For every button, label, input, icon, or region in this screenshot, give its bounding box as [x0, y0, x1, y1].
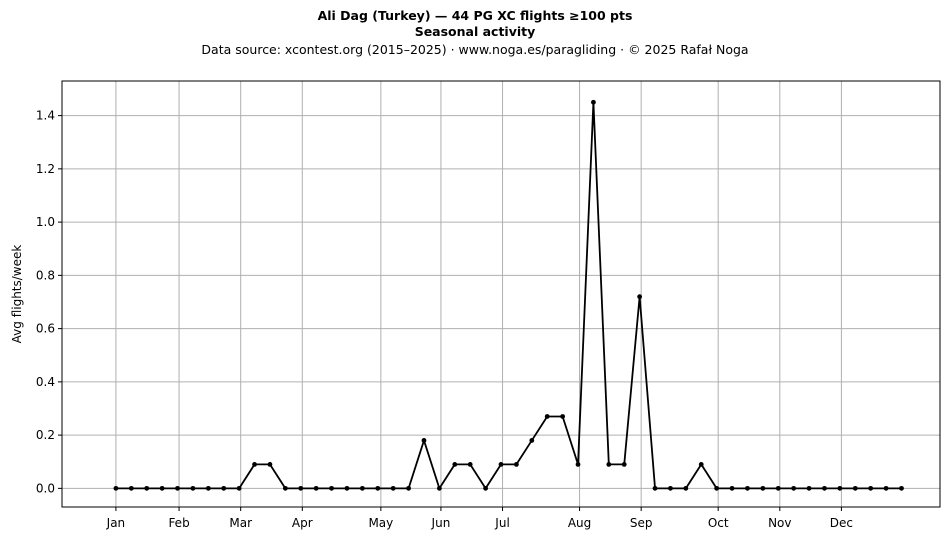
- data-point: [868, 485, 874, 491]
- data-point: [683, 485, 689, 491]
- data-point: [252, 462, 257, 467]
- data-point: [313, 485, 319, 491]
- data-point: [236, 485, 242, 491]
- data-point: [221, 485, 227, 491]
- data-point: [205, 485, 211, 491]
- data-point: [390, 485, 396, 491]
- chart-title: Ali Dag (Turkey) — 44 PG XC flights ≥100…: [317, 8, 633, 23]
- data-point: [359, 485, 365, 491]
- x-tick-label: Sep: [630, 516, 653, 530]
- data-point: [436, 485, 442, 491]
- y-tick-label: 0.2: [36, 428, 55, 442]
- data-point: [652, 485, 658, 491]
- data-point: [637, 294, 643, 300]
- y-tick-label: 1.4: [36, 109, 55, 123]
- plot-frame: [61, 80, 941, 508]
- y-tick-label: 0.0: [36, 481, 55, 495]
- x-tick-label: Nov: [768, 516, 791, 530]
- data-point: [760, 485, 766, 491]
- data-point: [729, 485, 735, 491]
- data-point: [190, 485, 196, 491]
- data-point: [282, 485, 288, 491]
- x-tick-label: Jul: [494, 516, 509, 530]
- x-tick-label: May: [368, 516, 393, 530]
- data-point: [421, 438, 427, 443]
- y-tick-label: 1.0: [36, 215, 55, 229]
- data-point: [621, 462, 627, 467]
- y-tick-label: 1.2: [36, 162, 55, 176]
- data-point: [852, 485, 858, 491]
- y-tick-label: 0.6: [36, 322, 55, 336]
- data-point: [175, 485, 180, 491]
- data-point: [329, 485, 334, 491]
- series-line: [115, 101, 902, 490]
- data-point: [806, 485, 812, 491]
- data-point: [791, 485, 797, 491]
- x-tick-label: Jun: [431, 516, 451, 530]
- data-point: [529, 438, 535, 443]
- data-point: [498, 462, 504, 467]
- data-point: [899, 485, 904, 491]
- grid-lines: [62, 81, 940, 507]
- data-point: [775, 485, 781, 491]
- y-axis: 0.0 0.2 0.4 0.6 0.8 1.0 1.2 1.4: [36, 109, 62, 495]
- data-point: [144, 485, 150, 491]
- chart-source-line: Data source: xcontest.org (2015–2025) · …: [201, 42, 749, 57]
- data-point: [560, 414, 566, 419]
- data-point: [544, 414, 550, 419]
- data-point: [344, 485, 350, 491]
- y-axis-label: Avg flights/week: [10, 245, 24, 344]
- data-point: [483, 485, 488, 491]
- x-tick-label: Aug: [568, 516, 591, 530]
- data-point: [668, 485, 673, 491]
- data-point: [113, 485, 119, 491]
- data-point: [128, 485, 134, 491]
- x-tick-label: Jan: [106, 516, 126, 530]
- data-point: [267, 462, 273, 467]
- data-point: [822, 485, 827, 491]
- y-tick-label: 0.8: [36, 268, 55, 282]
- data-point: [159, 485, 165, 491]
- x-axis: Jan Feb Mar Apr May Jun Jul Aug Sep Oct Nov Dec: [106, 507, 853, 530]
- chart-subtitle: Seasonal activity: [414, 24, 536, 39]
- data-point: [375, 485, 381, 491]
- y-tick-label: 0.4: [36, 375, 55, 389]
- data-point: [591, 99, 596, 105]
- x-tick-label: Feb: [168, 516, 189, 530]
- chart-title-block: Ali Dag (Turkey) — 44 PG XC flights ≥100…: [0, 8, 950, 59]
- x-tick-label: Dec: [830, 516, 853, 530]
- data-point: [606, 462, 612, 467]
- data-point: [406, 485, 411, 491]
- data-point: [467, 462, 473, 467]
- data-point: [452, 462, 458, 467]
- series-layer: [113, 99, 904, 491]
- x-tick-label: Oct: [708, 516, 729, 530]
- data-point: [514, 462, 519, 467]
- data-point: [298, 485, 304, 491]
- data-point: [575, 462, 581, 467]
- data-point: [883, 485, 889, 491]
- data-point: [837, 485, 843, 491]
- x-tick-label: Mar: [229, 516, 252, 530]
- data-point: [698, 462, 704, 467]
- data-point: [714, 485, 720, 491]
- data-point: [745, 485, 750, 491]
- x-tick-label: Apr: [292, 516, 313, 530]
